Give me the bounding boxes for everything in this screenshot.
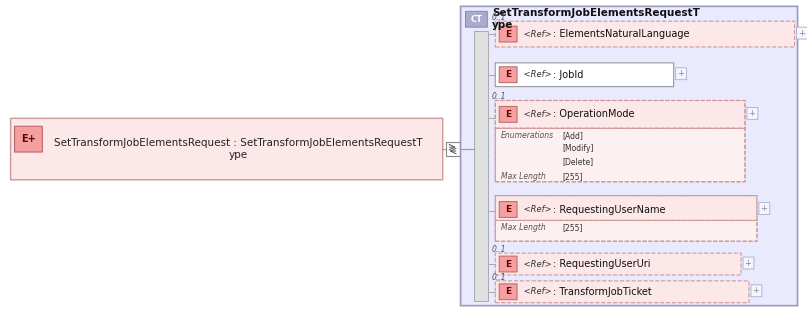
Text: SetTransformJobElementsRequest : SetTransformJobElementsRequestT
ype: SetTransformJobElementsRequest : SetTran… xyxy=(54,138,423,160)
FancyBboxPatch shape xyxy=(10,118,443,180)
Text: Max Length: Max Length xyxy=(501,223,546,232)
Text: <Ref>: <Ref> xyxy=(521,260,552,269)
Text: 0..1: 0..1 xyxy=(491,13,506,22)
FancyBboxPatch shape xyxy=(495,253,741,275)
FancyBboxPatch shape xyxy=(461,6,797,306)
FancyBboxPatch shape xyxy=(500,26,517,42)
Text: : JobId: : JobId xyxy=(553,70,583,80)
FancyBboxPatch shape xyxy=(500,284,517,300)
Text: E: E xyxy=(505,287,511,296)
Text: [255]: [255] xyxy=(562,223,583,232)
FancyBboxPatch shape xyxy=(500,202,517,217)
FancyBboxPatch shape xyxy=(500,67,517,83)
Text: : TransformJobTicket: : TransformJobTicket xyxy=(553,287,651,297)
Text: 0..1: 0..1 xyxy=(491,273,506,282)
Bar xyxy=(475,31,488,301)
Text: E: E xyxy=(505,110,511,119)
Text: Max Length: Max Length xyxy=(501,172,546,181)
FancyBboxPatch shape xyxy=(500,106,517,122)
Text: [255]: [255] xyxy=(562,172,583,181)
Text: E: E xyxy=(505,205,511,214)
Text: SetTransformJobElementsRequestT
ype: SetTransformJobElementsRequestT ype xyxy=(492,8,700,30)
Text: E+: E+ xyxy=(21,134,36,144)
Text: <Ref>: <Ref> xyxy=(521,205,552,214)
FancyBboxPatch shape xyxy=(797,27,807,39)
Text: E: E xyxy=(505,70,511,79)
Text: <Ref>: <Ref> xyxy=(521,287,552,296)
FancyBboxPatch shape xyxy=(495,100,745,128)
FancyBboxPatch shape xyxy=(675,68,687,80)
Text: [Add]: [Add] xyxy=(562,131,583,140)
FancyBboxPatch shape xyxy=(495,281,749,303)
Text: <Ref>: <Ref> xyxy=(521,110,552,119)
FancyBboxPatch shape xyxy=(15,126,42,152)
FancyBboxPatch shape xyxy=(500,256,517,272)
Text: [Modify]: [Modify] xyxy=(562,144,594,153)
Text: +: + xyxy=(677,69,684,78)
Text: : RequestingUserName: : RequestingUserName xyxy=(553,205,665,215)
Text: E: E xyxy=(505,30,511,39)
Text: : ElementsNaturalLanguage: : ElementsNaturalLanguage xyxy=(553,29,689,39)
Text: E: E xyxy=(505,260,511,269)
Text: 0..1: 0..1 xyxy=(491,92,506,101)
FancyBboxPatch shape xyxy=(495,128,745,182)
FancyBboxPatch shape xyxy=(495,196,757,220)
FancyBboxPatch shape xyxy=(743,257,754,269)
FancyBboxPatch shape xyxy=(759,202,770,214)
FancyBboxPatch shape xyxy=(495,220,757,241)
FancyBboxPatch shape xyxy=(751,285,762,297)
Text: : RequestingUserUri: : RequestingUserUri xyxy=(553,259,650,269)
Text: +: + xyxy=(752,286,759,295)
Text: CT: CT xyxy=(470,15,483,24)
Bar xyxy=(445,142,459,156)
FancyBboxPatch shape xyxy=(495,63,674,87)
Text: Enumerations: Enumerations xyxy=(501,131,554,140)
Text: <Ref>: <Ref> xyxy=(521,30,552,39)
Text: 0..1: 0..1 xyxy=(491,245,506,254)
FancyBboxPatch shape xyxy=(747,107,758,119)
Text: [Delete]: [Delete] xyxy=(562,157,594,166)
Text: +: + xyxy=(745,259,751,267)
Text: +: + xyxy=(798,29,805,38)
FancyBboxPatch shape xyxy=(495,21,795,47)
Text: : OperationMode: : OperationMode xyxy=(553,110,634,119)
Text: +: + xyxy=(749,109,755,118)
FancyBboxPatch shape xyxy=(466,11,487,27)
Text: +: + xyxy=(760,204,767,213)
Text: <Ref>: <Ref> xyxy=(521,70,552,79)
